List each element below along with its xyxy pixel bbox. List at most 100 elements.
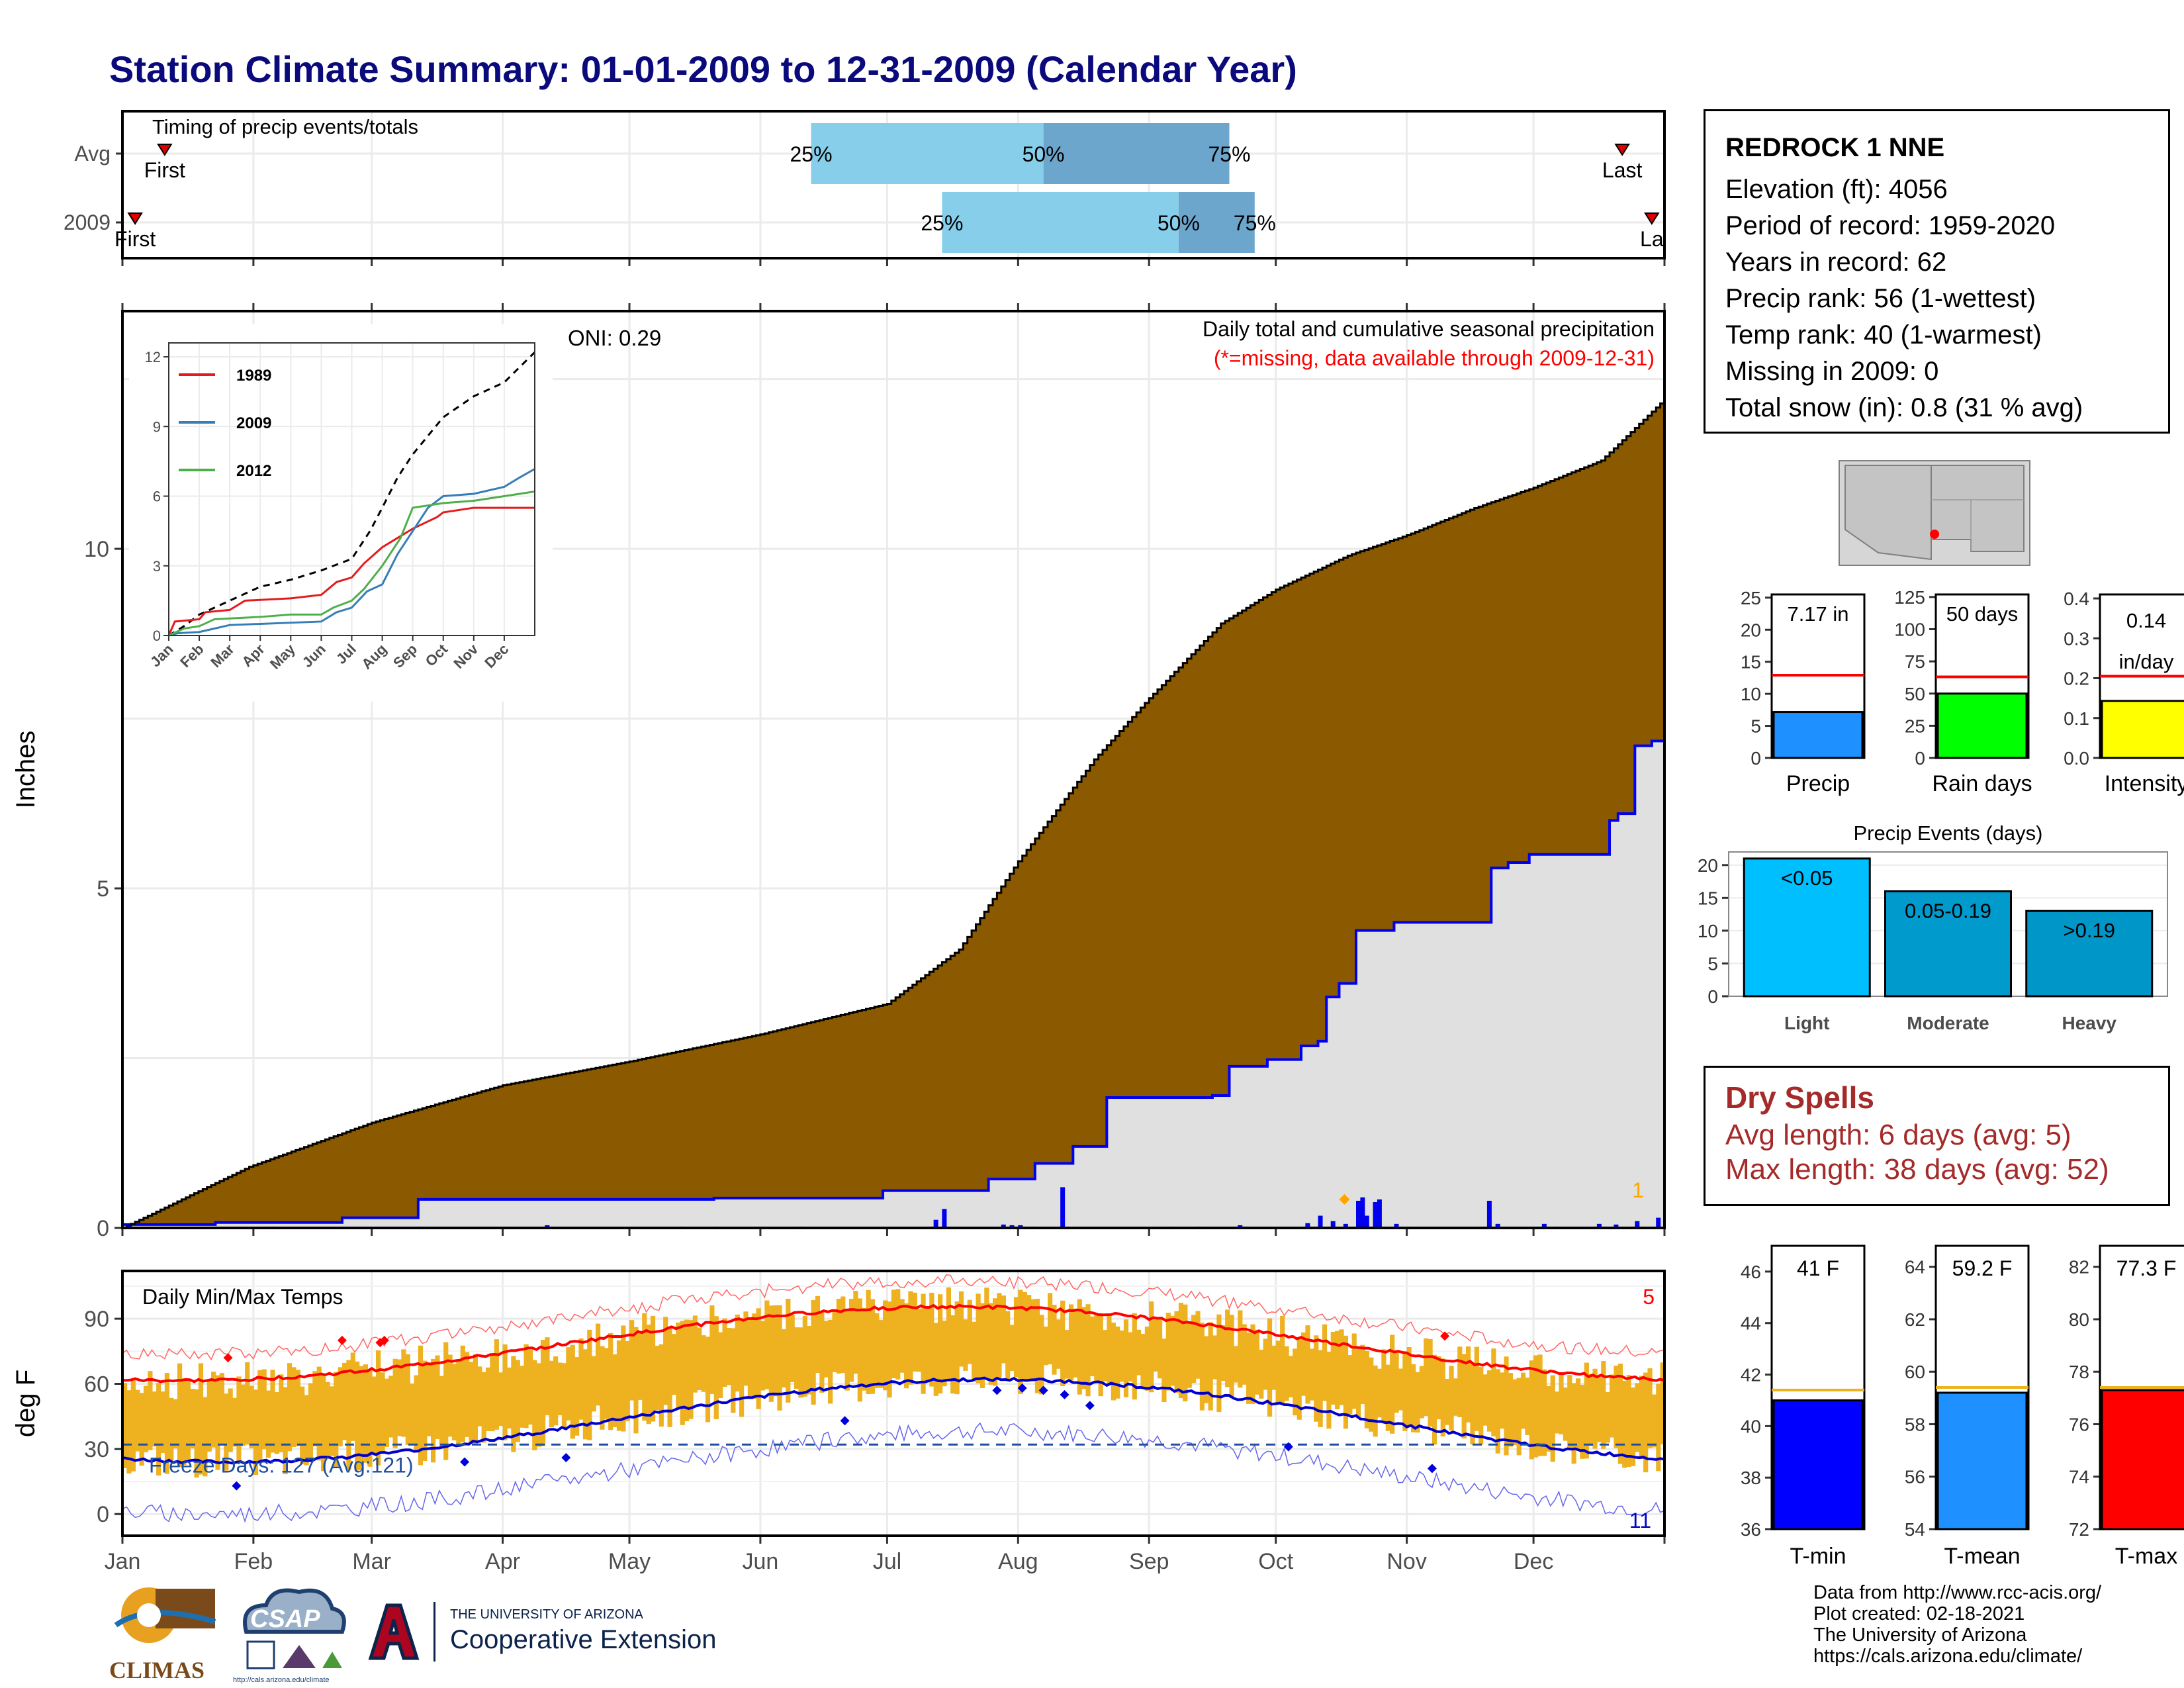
daily-temp-bar	[773, 1305, 778, 1397]
record-low-marker-icon	[561, 1452, 571, 1462]
daily-temp-bar	[1013, 1297, 1019, 1378]
daily-temp-bar	[1128, 1332, 1133, 1382]
daily-precip-bar	[1318, 1215, 1323, 1228]
daily-temp-bar	[963, 1319, 968, 1371]
daily-temp-bar	[823, 1321, 829, 1378]
daily-temp-bar	[912, 1292, 917, 1372]
daily-temp-bar	[1089, 1316, 1095, 1376]
temp-summary-category-label: T-min	[1790, 1544, 1846, 1569]
month-label: Jan	[105, 1549, 141, 1574]
month-label: Dec	[1514, 1549, 1553, 1574]
daily-temp-bar	[1635, 1383, 1640, 1452]
daily-temp-bar	[1406, 1347, 1412, 1427]
summary-value-label: 7.17 in	[1787, 602, 1848, 626]
daily-temp-bar	[954, 1301, 960, 1395]
month-label: Mar	[352, 1549, 391, 1574]
events-bar-label: <0.05	[1781, 867, 1833, 890]
daily-temp-bar	[1479, 1366, 1484, 1445]
summary-value-label: 50 days	[1946, 602, 2019, 626]
daily-temp-bar	[1009, 1325, 1015, 1372]
daily-temp-bar	[1643, 1372, 1649, 1473]
daily-temp-bar	[815, 1295, 821, 1374]
climas-text: CLIMAS	[109, 1657, 205, 1683]
daily-temp-bar	[122, 1383, 128, 1468]
daily-temp-bar	[1238, 1310, 1243, 1388]
daily-temp-bar	[688, 1320, 694, 1419]
daily-temp-bar	[532, 1360, 537, 1450]
daily-temp-bar	[1449, 1366, 1454, 1431]
daily-temp-bar	[295, 1370, 300, 1446]
daily-temp-bar	[498, 1372, 504, 1427]
daily-temp-bar	[485, 1367, 491, 1431]
daily-temp-bar	[633, 1327, 639, 1434]
temp-summary-y-tick-label: 58	[1905, 1414, 1925, 1434]
daily-temp-bar	[1580, 1384, 1585, 1459]
daily-temp-bar	[1043, 1326, 1048, 1366]
temp-summary-value-label: 77.3 F	[2116, 1256, 2177, 1280]
summary-y-tick-label: 50	[1905, 684, 1925, 704]
daily-temp-bar	[739, 1318, 745, 1417]
daily-temp-bar	[1048, 1293, 1053, 1365]
daily-temp-bar	[553, 1356, 559, 1426]
timing-title: Timing of precip events/totals	[152, 115, 418, 138]
daily-temp-bar	[363, 1364, 369, 1463]
daily-temp-bar	[511, 1356, 516, 1452]
daily-temp-bar	[473, 1354, 478, 1444]
timing-row-label: Avg	[74, 142, 111, 165]
csap-url: http://cals.arizona.edu/climate	[233, 1676, 330, 1684]
daily-temp-bar	[1208, 1322, 1213, 1411]
daily-temp-bar	[1470, 1362, 1475, 1445]
inset-legend-label: 1989	[236, 367, 271, 385]
daily-temp-bar	[976, 1293, 981, 1383]
daily-temp-bar	[169, 1397, 174, 1461]
events-category-label: Moderate	[1907, 1013, 1989, 1033]
daily-temp-bar	[1077, 1299, 1082, 1395]
daily-temp-bar	[1068, 1304, 1074, 1381]
daily-temp-bar	[612, 1354, 617, 1427]
temp-y-tick-label: 30	[84, 1437, 109, 1462]
inset-y-tick-label: 6	[153, 489, 161, 505]
inset-frame	[168, 342, 535, 636]
daily-temp-bar	[1584, 1362, 1589, 1459]
daily-temp-bar	[173, 1399, 178, 1449]
inset-y-tick-label: 9	[153, 418, 161, 435]
daily-temp-bar	[629, 1320, 635, 1401]
daily-temp-bar	[1301, 1332, 1306, 1396]
daily-temp-bar	[1432, 1354, 1437, 1445]
daily-temp-bar	[414, 1375, 419, 1452]
daily-temp-bar	[1267, 1318, 1273, 1417]
record-low-marker-icon	[1017, 1383, 1027, 1393]
station-info-box: REDROCK 1 NNE Elevation (ft): 4056 Perio…	[1704, 109, 2170, 434]
timing-bar-25-50	[942, 192, 1179, 253]
credit-university: The University of Arizona	[1813, 1624, 2027, 1646]
daily-precip-bar	[1373, 1202, 1378, 1228]
temp-summary-y-tick-label: 60	[1905, 1362, 1925, 1382]
daily-precip-bar	[1486, 1200, 1492, 1228]
daily-temp-bar	[300, 1386, 305, 1464]
timing-bar-50-75	[1043, 123, 1230, 184]
daily-temp-bar	[540, 1340, 546, 1446]
daily-precip-bar	[1060, 1187, 1066, 1228]
daily-temp-bar	[1335, 1331, 1340, 1409]
daily-temp-bar	[600, 1346, 605, 1430]
daily-temp-bar	[993, 1298, 998, 1386]
daily-temp-bar	[1318, 1350, 1323, 1427]
daily-precip-bar	[1009, 1225, 1015, 1228]
daily-temp-bar	[190, 1388, 195, 1448]
daily-temp-bar	[1030, 1299, 1036, 1382]
record-low-marker-icon	[1085, 1401, 1095, 1411]
daily-temp-bar	[777, 1305, 782, 1411]
daily-temp-bar	[883, 1300, 888, 1391]
daily-temp-bar	[460, 1345, 465, 1442]
record-high-marker-icon	[379, 1335, 389, 1345]
daily-temp-bar	[245, 1362, 250, 1445]
daily-temp-bar	[967, 1299, 972, 1364]
events-bar	[1884, 890, 2012, 998]
daily-temp-bar	[321, 1375, 326, 1472]
daily-temp-bar	[1537, 1354, 1543, 1456]
daily-temp-bar	[1056, 1319, 1061, 1369]
daily-temp-bar	[1559, 1374, 1564, 1434]
record-low-marker-icon	[1060, 1389, 1069, 1399]
daily-temp-bar	[764, 1300, 770, 1389]
daily-temp-bar	[616, 1340, 622, 1431]
